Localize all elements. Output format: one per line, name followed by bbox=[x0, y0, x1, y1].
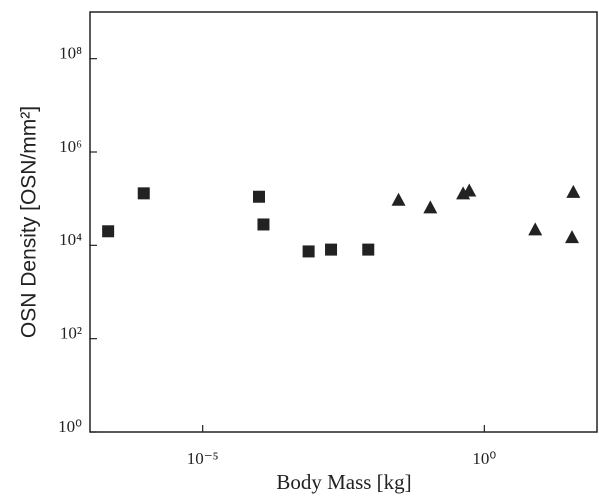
square-point bbox=[325, 243, 338, 256]
y-tick-label: 10⁴ bbox=[59, 230, 82, 249]
square-point bbox=[253, 190, 265, 203]
triangle-point bbox=[565, 230, 580, 244]
x-tick-label: 10⁻⁵ bbox=[187, 449, 219, 468]
triangle-point bbox=[566, 184, 581, 198]
square-point bbox=[257, 218, 270, 231]
x-axis-label: Body Mass [kg] bbox=[276, 470, 411, 494]
triangle-point bbox=[462, 183, 477, 197]
square-point bbox=[362, 243, 375, 256]
triangle-point bbox=[391, 192, 406, 206]
plot-frame bbox=[89, 11, 598, 433]
square-point bbox=[302, 245, 315, 258]
y-tick-label: 10² bbox=[60, 324, 82, 343]
square-point bbox=[102, 225, 115, 238]
triangle-point bbox=[423, 200, 438, 214]
y-tick-label: 10⁰ bbox=[58, 417, 82, 436]
y-axis-label: OSN Density [OSN/mm²] bbox=[18, 106, 41, 338]
y-tick-label: 10⁸ bbox=[59, 44, 82, 63]
square-point bbox=[137, 187, 150, 200]
x-tick-label: 10⁰ bbox=[472, 449, 496, 468]
y-tick-label: 10⁶ bbox=[59, 137, 82, 156]
triangle-point bbox=[528, 222, 543, 236]
